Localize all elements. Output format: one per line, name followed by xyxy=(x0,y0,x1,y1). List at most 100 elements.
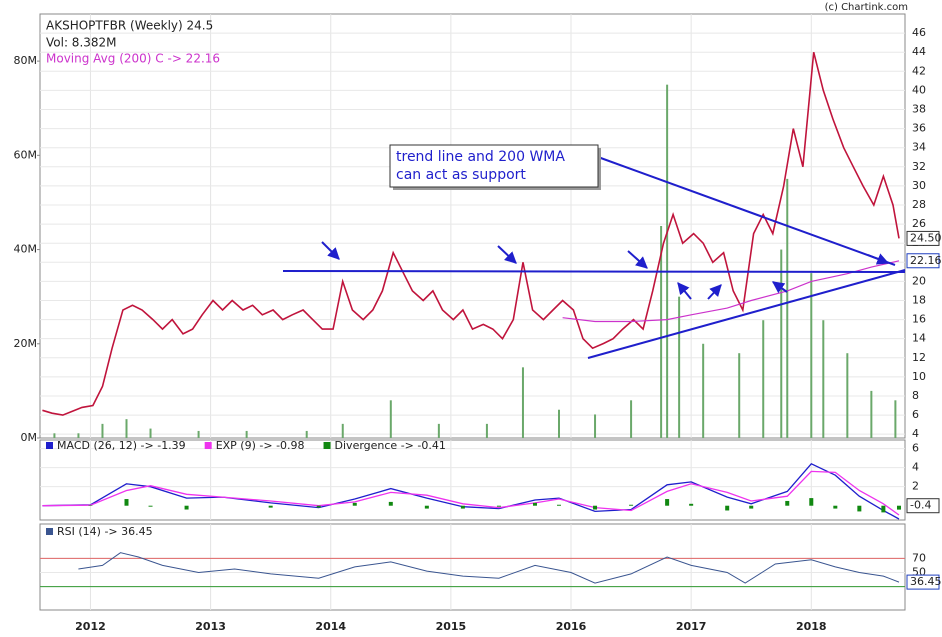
arrow xyxy=(772,281,788,294)
volume-bar xyxy=(594,414,597,438)
divergence-bar xyxy=(809,498,814,506)
divergence-bar xyxy=(725,505,730,511)
divergence-bar xyxy=(593,505,598,510)
volume-bar xyxy=(666,84,669,439)
y-tick-label: 40 xyxy=(912,83,926,96)
y-tick-label: 14 xyxy=(912,332,926,345)
y-tick-label: 30 xyxy=(912,179,926,192)
y-tick-label: 26 xyxy=(912,217,926,230)
legend-swatch xyxy=(323,442,331,449)
y-tick-label: 36 xyxy=(912,122,926,135)
y-tick-label: 70 xyxy=(912,551,926,564)
y-tick-label: 8 xyxy=(912,389,919,402)
divergence-bar xyxy=(749,505,754,509)
volume-bar xyxy=(738,353,741,438)
volume-bar xyxy=(521,367,524,438)
value-box xyxy=(906,498,940,514)
volume-bar xyxy=(702,343,705,438)
x-tick-label: 2013 xyxy=(195,620,226,633)
y-tick-label: 28 xyxy=(912,198,926,211)
divergence-bar xyxy=(665,499,670,506)
series-line xyxy=(562,260,900,323)
y-tick-label: 80M xyxy=(14,54,38,67)
x-tick-label: 2012 xyxy=(75,620,106,633)
y-tick-label: 60M xyxy=(14,148,38,161)
divergence-bar xyxy=(124,499,129,506)
value-box xyxy=(906,253,940,269)
legend-entry: Moving Avg (200) C -> 22.16 xyxy=(46,52,220,66)
value-label: 36.45 xyxy=(910,575,942,588)
y-tick-label: 18 xyxy=(912,293,926,306)
price-panel xyxy=(39,13,906,439)
x-tick-label: 2015 xyxy=(436,620,467,633)
value-box xyxy=(906,574,940,590)
arrow xyxy=(497,245,517,264)
value-label: 24.50 xyxy=(910,231,942,244)
volume-bar xyxy=(305,430,308,438)
volume-bar xyxy=(762,320,765,438)
value-label: -0.4 xyxy=(910,499,931,512)
volume-bar xyxy=(125,419,128,438)
volume-bar xyxy=(77,433,80,438)
y-tick-label: 34 xyxy=(912,141,926,154)
arrows xyxy=(321,241,890,300)
y-tick-label: 6 xyxy=(912,442,919,455)
series-line xyxy=(42,52,900,416)
volume-bar xyxy=(558,409,560,438)
trend-lines xyxy=(282,156,906,359)
y-tick-label: 2 xyxy=(912,480,919,493)
y-tick-label: 4 xyxy=(912,461,919,474)
x-tick-label: 2017 xyxy=(676,620,707,633)
y-tick-label: 6 xyxy=(912,408,919,421)
annotation: can act as support xyxy=(396,167,526,183)
macd-panel xyxy=(39,439,906,521)
divergence-bar xyxy=(557,504,561,506)
divergence-bar xyxy=(532,502,537,506)
divergence-bar xyxy=(184,505,189,510)
subtitle: Vol: 8.382M xyxy=(46,36,117,50)
arrow xyxy=(321,241,340,260)
annotation-box xyxy=(389,144,599,188)
rsi-panel xyxy=(39,523,906,611)
divergence-bar xyxy=(316,505,321,508)
volume-bar xyxy=(810,273,813,438)
value-label: 22.16 xyxy=(910,254,942,267)
divergence-bar xyxy=(388,501,393,506)
volume-bar xyxy=(894,400,897,438)
chart-title: AKSHOPTFBR (Weekly) 24.5 xyxy=(46,19,213,33)
legend-entry: Divergence -> -0.41 xyxy=(335,439,446,452)
volume-bar xyxy=(389,400,392,438)
arrow xyxy=(627,250,648,269)
divergence-bar xyxy=(689,503,694,506)
divergence-bar xyxy=(785,500,790,506)
x-tick-label: 2014 xyxy=(315,620,346,633)
divergence-bar xyxy=(148,505,153,507)
volume-bar xyxy=(101,423,104,438)
legend-entry: MACD (26, 12) -> -1.39 xyxy=(57,439,186,452)
arrow xyxy=(677,282,692,300)
legend-entry: RSI (14) -> 36.45 xyxy=(57,525,153,538)
series-line xyxy=(78,552,900,584)
legend-entry: EXP (9) -> -0.98 xyxy=(216,439,305,452)
y-tick-label: 0M xyxy=(21,431,38,444)
annotation: trend line and 200 WMA xyxy=(396,149,565,165)
y-tick-label: 12 xyxy=(912,351,926,364)
volume-bar xyxy=(822,320,825,438)
volume-bar xyxy=(678,296,681,438)
grid xyxy=(40,14,905,610)
volume-bar xyxy=(786,178,789,438)
copyright: (c) Chartink.com xyxy=(825,2,908,13)
divergence-bar xyxy=(833,505,838,509)
legend-swatch xyxy=(46,442,53,449)
y-tick-label: 32 xyxy=(912,160,926,173)
volume-bar xyxy=(780,249,783,438)
divergence-bar xyxy=(496,505,501,507)
divergence-bar xyxy=(424,505,429,509)
y-tick-label: 20M xyxy=(14,337,38,350)
x-tick-label: 2018 xyxy=(796,620,827,633)
y-tick-label: 4 xyxy=(912,427,919,440)
legend-swatch xyxy=(46,528,53,535)
volume-bar xyxy=(149,428,152,438)
volume-bar xyxy=(660,226,663,438)
divergence-bar xyxy=(896,505,901,510)
